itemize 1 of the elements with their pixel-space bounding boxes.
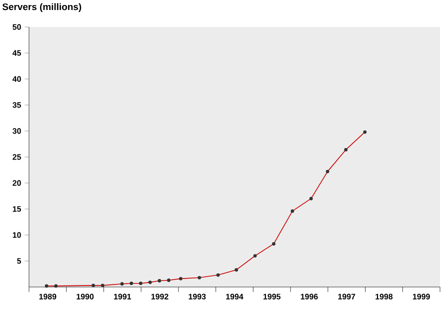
chart-title: Servers (millions) [2,3,82,12]
